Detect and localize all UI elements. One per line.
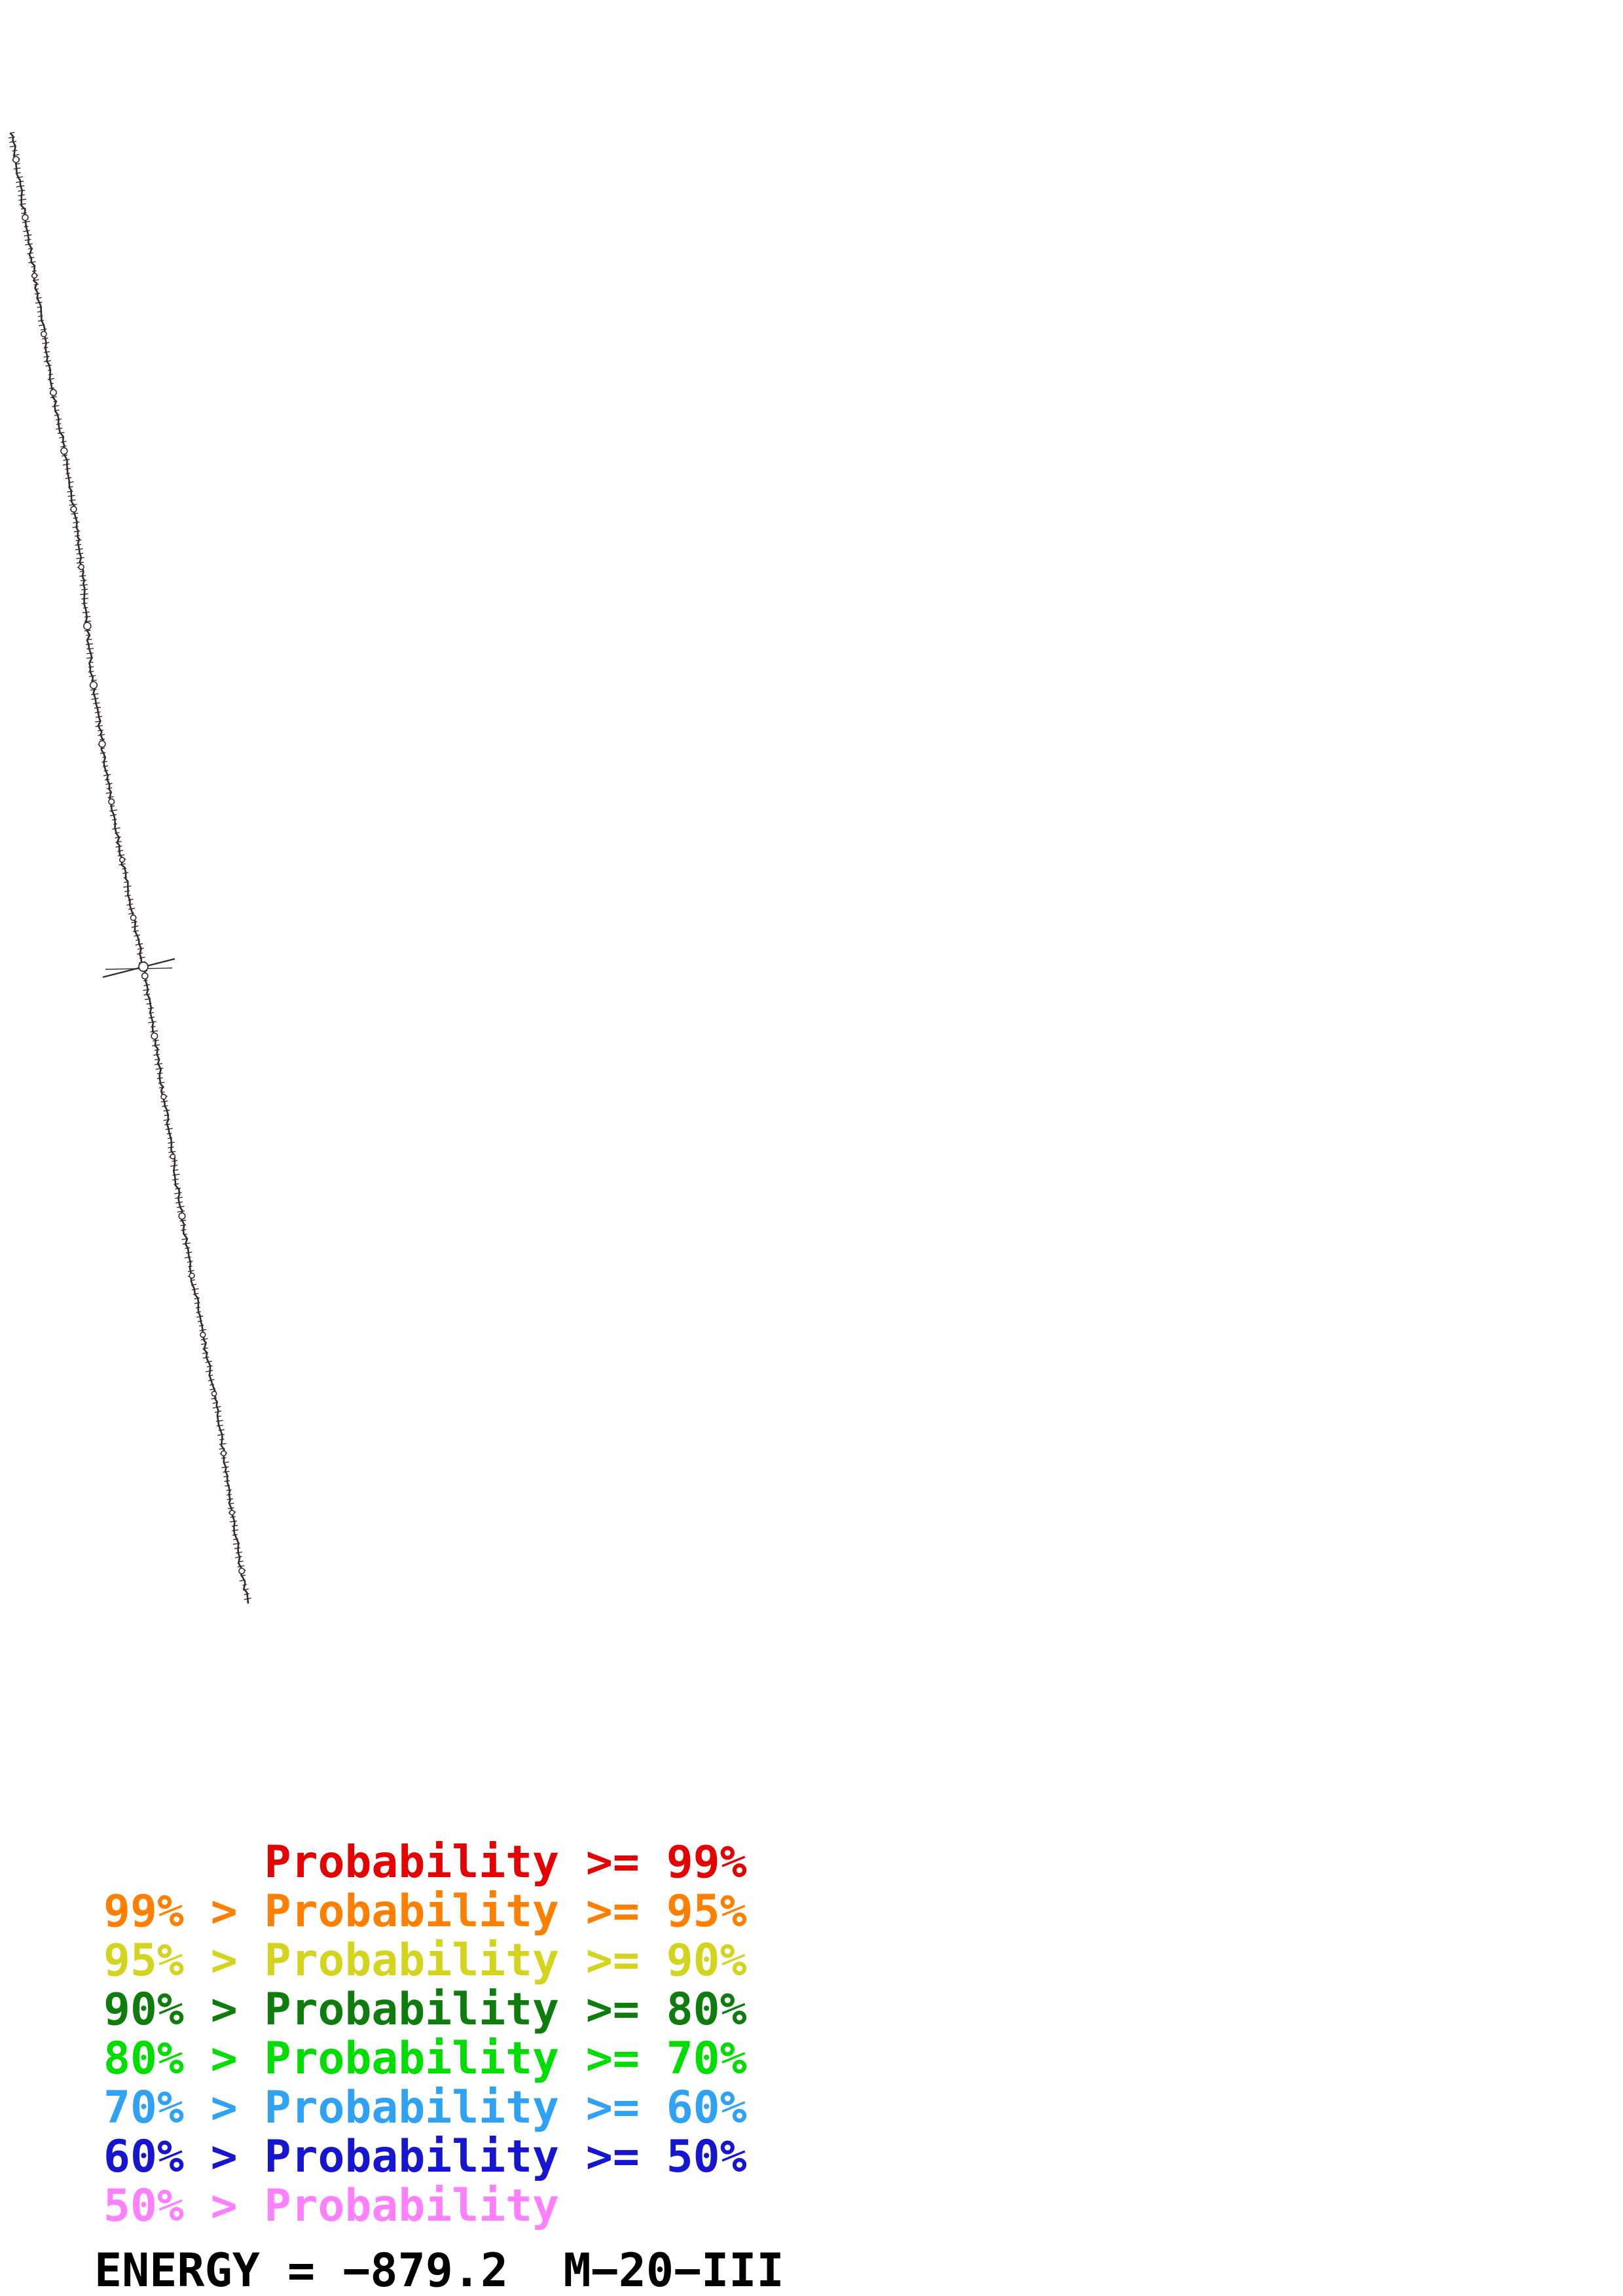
legend-line-50-60: 60% > Probability >= 50% [103, 2131, 747, 2183]
energy-label: ENERGY = −879.2 M−20−III [94, 2244, 784, 2296]
probability-legend: Probability >= 99% 99% > Probability >= … [103, 1838, 747, 2231]
legend-line-95-99: 99% > Probability >= 95% [103, 1886, 747, 1937]
legend-line-70-80: 80% > Probability >= 70% [103, 2033, 747, 2085]
legend-line-lt50: 50% > Probability [103, 2180, 559, 2232]
legend-line-90-95: 95% > Probability >= 90% [103, 1935, 747, 1986]
legend-line-60-70: 70% > Probability >= 60% [103, 2082, 747, 2134]
legend-line-99: Probability >= 99% [103, 1837, 747, 1888]
legend-line-80-90: 90% > Probability >= 80% [103, 1984, 747, 2036]
